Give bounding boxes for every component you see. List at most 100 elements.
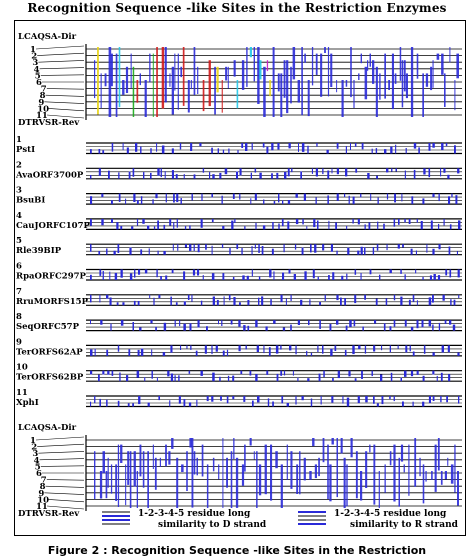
enzyme-site-mark bbox=[426, 244, 428, 253]
enzyme-site-mark bbox=[120, 320, 124, 326]
enzyme-site-mark bbox=[239, 302, 241, 306]
enzyme-site-mark bbox=[336, 143, 339, 149]
enzyme-site-mark bbox=[432, 324, 434, 331]
top-site-mark bbox=[221, 80, 223, 113]
top-site-mark bbox=[301, 47, 303, 116]
enzyme-site-mark bbox=[90, 218, 92, 226]
enzyme-site-mark bbox=[156, 377, 158, 382]
enzyme-site-mark bbox=[376, 403, 379, 407]
bottom-site-mark bbox=[312, 438, 315, 447]
enzyme-site-mark bbox=[302, 218, 304, 225]
bottom-site-mark bbox=[440, 471, 443, 485]
enzyme-site-mark bbox=[282, 272, 285, 280]
enzyme-site-mark bbox=[178, 396, 181, 404]
enzyme-site-mark bbox=[183, 301, 186, 306]
enzyme-site-mark bbox=[324, 294, 326, 301]
enzyme-site-mark bbox=[245, 143, 248, 151]
top-site-mark bbox=[405, 73, 408, 99]
enzyme-site-mark bbox=[134, 269, 136, 278]
bottom-site-mark bbox=[107, 457, 109, 488]
enzyme-site-mark bbox=[398, 218, 400, 225]
enzyme-site-mark bbox=[404, 170, 406, 179]
enzyme-site-mark bbox=[389, 396, 391, 400]
bottom-site-mark bbox=[400, 444, 404, 462]
enzyme-site-mark bbox=[267, 398, 270, 407]
enzyme-site-mark bbox=[344, 298, 346, 306]
enzyme-site-mark bbox=[440, 168, 442, 177]
top-site-mark bbox=[136, 80, 139, 103]
bottom-site-mark bbox=[249, 438, 252, 446]
bottom-site-mark bbox=[125, 464, 127, 506]
bottom-site-mark bbox=[218, 464, 220, 480]
enzyme-site-mark bbox=[127, 403, 130, 407]
enzyme-site-mark bbox=[354, 294, 357, 304]
top-site-mark bbox=[290, 66, 292, 104]
enzyme-site-mark bbox=[271, 143, 274, 151]
top-site-mark bbox=[164, 47, 167, 103]
enzyme-site-mark bbox=[312, 269, 315, 279]
enzyme-name: RruMORFS15P bbox=[16, 297, 89, 307]
enzyme-name: BsuBI bbox=[16, 196, 45, 206]
top-site-mark bbox=[182, 47, 185, 106]
bottom-site-mark bbox=[196, 457, 198, 476]
enzyme-site-mark bbox=[400, 377, 402, 382]
enzyme-site-mark bbox=[257, 396, 260, 403]
top-site-mark bbox=[263, 66, 266, 117]
enzyme-site-mark bbox=[428, 320, 432, 327]
bottom-row-number: 2 bbox=[31, 443, 37, 453]
enzyme-site-mark bbox=[229, 247, 231, 255]
top-site-mark bbox=[320, 53, 323, 97]
enzyme-site-mark bbox=[400, 296, 403, 306]
bottom-row-number: 8 bbox=[40, 482, 46, 492]
enzyme-site-mark bbox=[249, 370, 252, 376]
enzyme-site-mark bbox=[319, 301, 321, 306]
enzyme-site-mark bbox=[99, 294, 101, 303]
enzyme-site-mark bbox=[436, 375, 438, 382]
enzyme-site-mark bbox=[144, 269, 148, 274]
enzyme-site-mark bbox=[171, 269, 174, 274]
enzyme-site-mark bbox=[228, 294, 231, 301]
bottom-header-label: LCAQSA-Dir bbox=[18, 423, 77, 433]
bottom-site-mark bbox=[159, 457, 161, 467]
bottom-site-mark bbox=[378, 471, 380, 508]
enzyme-site-mark bbox=[297, 377, 299, 382]
enzyme-site-mark bbox=[273, 271, 275, 280]
enzyme-site-mark bbox=[391, 168, 393, 172]
enzyme-site-mark bbox=[386, 244, 388, 251]
top-leader-line bbox=[46, 114, 85, 119]
enzyme-site-mark bbox=[350, 143, 351, 150]
enzyme-site-mark bbox=[128, 171, 131, 179]
enzyme-site-mark bbox=[322, 345, 324, 354]
enzyme-site-mark bbox=[187, 294, 190, 300]
bottom-leader-line bbox=[37, 443, 85, 447]
top-site-mark bbox=[425, 73, 429, 87]
enzyme-site-mark bbox=[448, 246, 451, 255]
enzyme-site-mark bbox=[323, 370, 325, 378]
bottom-site-mark bbox=[129, 451, 132, 508]
bottom-site-mark bbox=[286, 444, 288, 480]
bottom-leader-line bbox=[45, 485, 85, 488]
enzyme-site-mark bbox=[357, 250, 360, 255]
enzyme-site-mark bbox=[327, 195, 329, 205]
enzyme-site-mark bbox=[422, 401, 425, 407]
enzyme-site-mark bbox=[133, 300, 136, 306]
enzyme-site-mark bbox=[224, 168, 228, 175]
enzyme-site-mark bbox=[256, 345, 259, 352]
top-row-number: 8 bbox=[40, 91, 46, 101]
top-site-mark bbox=[94, 60, 96, 99]
enzyme-site-mark bbox=[180, 198, 182, 205]
enzyme-site-mark bbox=[135, 143, 138, 152]
enzyme-site-mark bbox=[449, 320, 452, 325]
bottom-site-mark bbox=[256, 451, 258, 508]
bottom-row-number: 1 bbox=[30, 436, 36, 446]
enzyme-site-mark bbox=[98, 168, 101, 176]
enzyme-site-mark bbox=[161, 145, 165, 154]
enzyme-site-mark bbox=[437, 275, 441, 280]
bottom-row-number: 10 bbox=[37, 495, 49, 505]
enzyme-site-mark bbox=[100, 320, 103, 325]
top-site-mark bbox=[441, 53, 444, 75]
enzyme-site-mark bbox=[176, 218, 178, 228]
enzyme-site-mark bbox=[308, 320, 310, 326]
enzyme-site-mark bbox=[120, 226, 123, 230]
